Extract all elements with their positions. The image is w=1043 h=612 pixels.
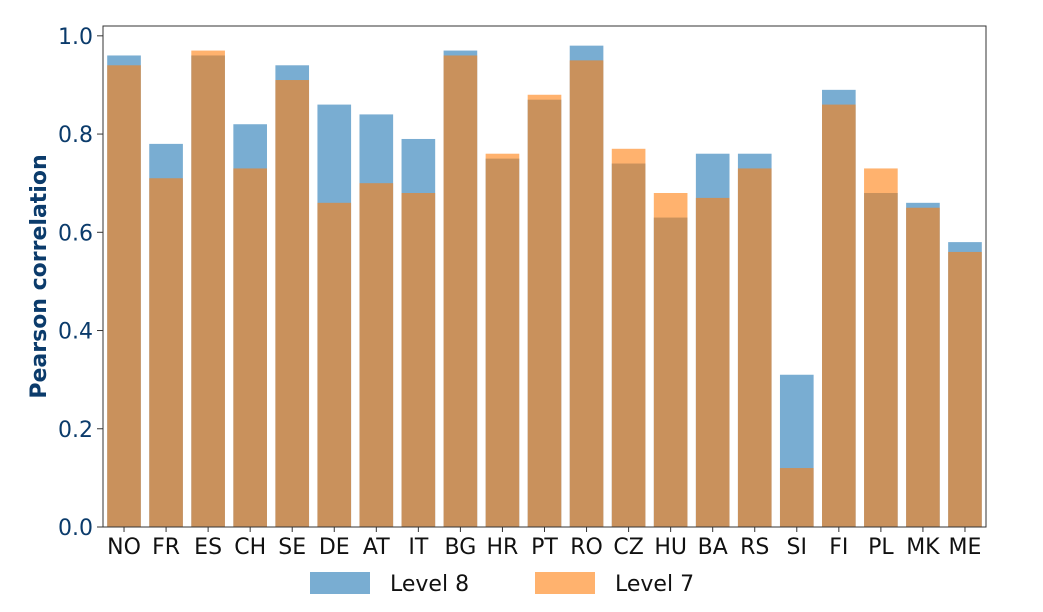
bar-level-7-pt bbox=[527, 94, 562, 527]
legend-swatch-level-7 bbox=[535, 572, 595, 594]
y-tick-label: 0.6 bbox=[58, 221, 93, 246]
x-tick-label-it: IT bbox=[408, 535, 428, 560]
y-tick-label: 0.2 bbox=[58, 418, 93, 443]
x-tick-label-me: ME bbox=[949, 535, 982, 560]
x-tick-label-hr: HR bbox=[487, 535, 519, 560]
x-tick-label-ro: RO bbox=[570, 535, 603, 560]
bar-level-7-hr bbox=[485, 153, 520, 527]
y-axis-title: Pearson correlation bbox=[27, 154, 52, 398]
y-tick-label: 0.4 bbox=[58, 320, 93, 345]
bar-level-7-ro bbox=[569, 60, 604, 527]
bar-level-7-rs bbox=[737, 168, 772, 527]
bar-level-7-cz bbox=[611, 148, 646, 528]
y-tick-label: 0.8 bbox=[58, 123, 93, 148]
legend: Level 8 Level 7 bbox=[310, 572, 694, 597]
x-tick-label-se: SE bbox=[278, 535, 306, 560]
x-tick-label-fr: FR bbox=[152, 535, 180, 560]
bar-level-7-ba bbox=[695, 197, 730, 527]
x-axis: NO FR ES CH SE DE AT IT BG HR PT RO CZ HU BA RS SI FI PL MK… bbox=[107, 527, 981, 560]
x-tick-label-cz: CZ bbox=[613, 535, 643, 560]
series-level-7 bbox=[107, 50, 982, 528]
x-tick-label-pl: PL bbox=[868, 535, 894, 560]
bar-level-7-ch bbox=[233, 168, 267, 527]
bar-level-7-hu bbox=[653, 193, 688, 527]
bar-level-7-mk bbox=[906, 207, 940, 528]
x-tick-label-no: NO bbox=[107, 535, 141, 560]
y-tick-label: 0.0 bbox=[58, 516, 93, 541]
bar-level-7-it bbox=[401, 193, 436, 527]
x-tick-label-mk: MK bbox=[906, 535, 940, 560]
x-tick-label-fi: FI bbox=[829, 535, 848, 560]
bar-level-7-no bbox=[107, 65, 141, 527]
x-tick-label-ch: CH bbox=[234, 535, 266, 560]
legend-swatch-level-8 bbox=[310, 572, 370, 594]
bar-level-7-at bbox=[359, 183, 394, 527]
bar-level-7-pl bbox=[864, 168, 898, 527]
bar-level-7-fi bbox=[822, 104, 856, 527]
x-tick-label-si: SI bbox=[787, 535, 807, 560]
legend-label-level-7: Level 7 bbox=[615, 572, 694, 597]
bar-level-7-si bbox=[779, 468, 814, 527]
x-tick-label-de: DE bbox=[319, 535, 350, 560]
bar-level-7-fr bbox=[149, 178, 183, 527]
y-axis: 0.0 0.2 0.4 0.6 0.8 1.0 bbox=[58, 25, 103, 541]
bar-level-7-se bbox=[275, 80, 310, 527]
bar-level-7-es bbox=[191, 50, 225, 528]
bars-layer bbox=[107, 45, 982, 528]
x-tick-label-at: AT bbox=[363, 535, 390, 560]
x-tick-label-hu: HU bbox=[654, 535, 687, 560]
x-tick-label-rs: RS bbox=[740, 535, 769, 560]
bar-level-7-bg bbox=[443, 55, 478, 527]
bar-level-7-de bbox=[317, 202, 352, 527]
x-tick-label-es: ES bbox=[194, 535, 222, 560]
bar-level-7-me bbox=[948, 251, 982, 527]
y-tick-label: 1.0 bbox=[58, 25, 93, 50]
legend-label-level-8: Level 8 bbox=[390, 572, 469, 597]
x-tick-label-ba: BA bbox=[698, 535, 728, 560]
x-tick-label-pt: PT bbox=[531, 535, 558, 560]
x-tick-label-bg: BG bbox=[445, 535, 477, 560]
